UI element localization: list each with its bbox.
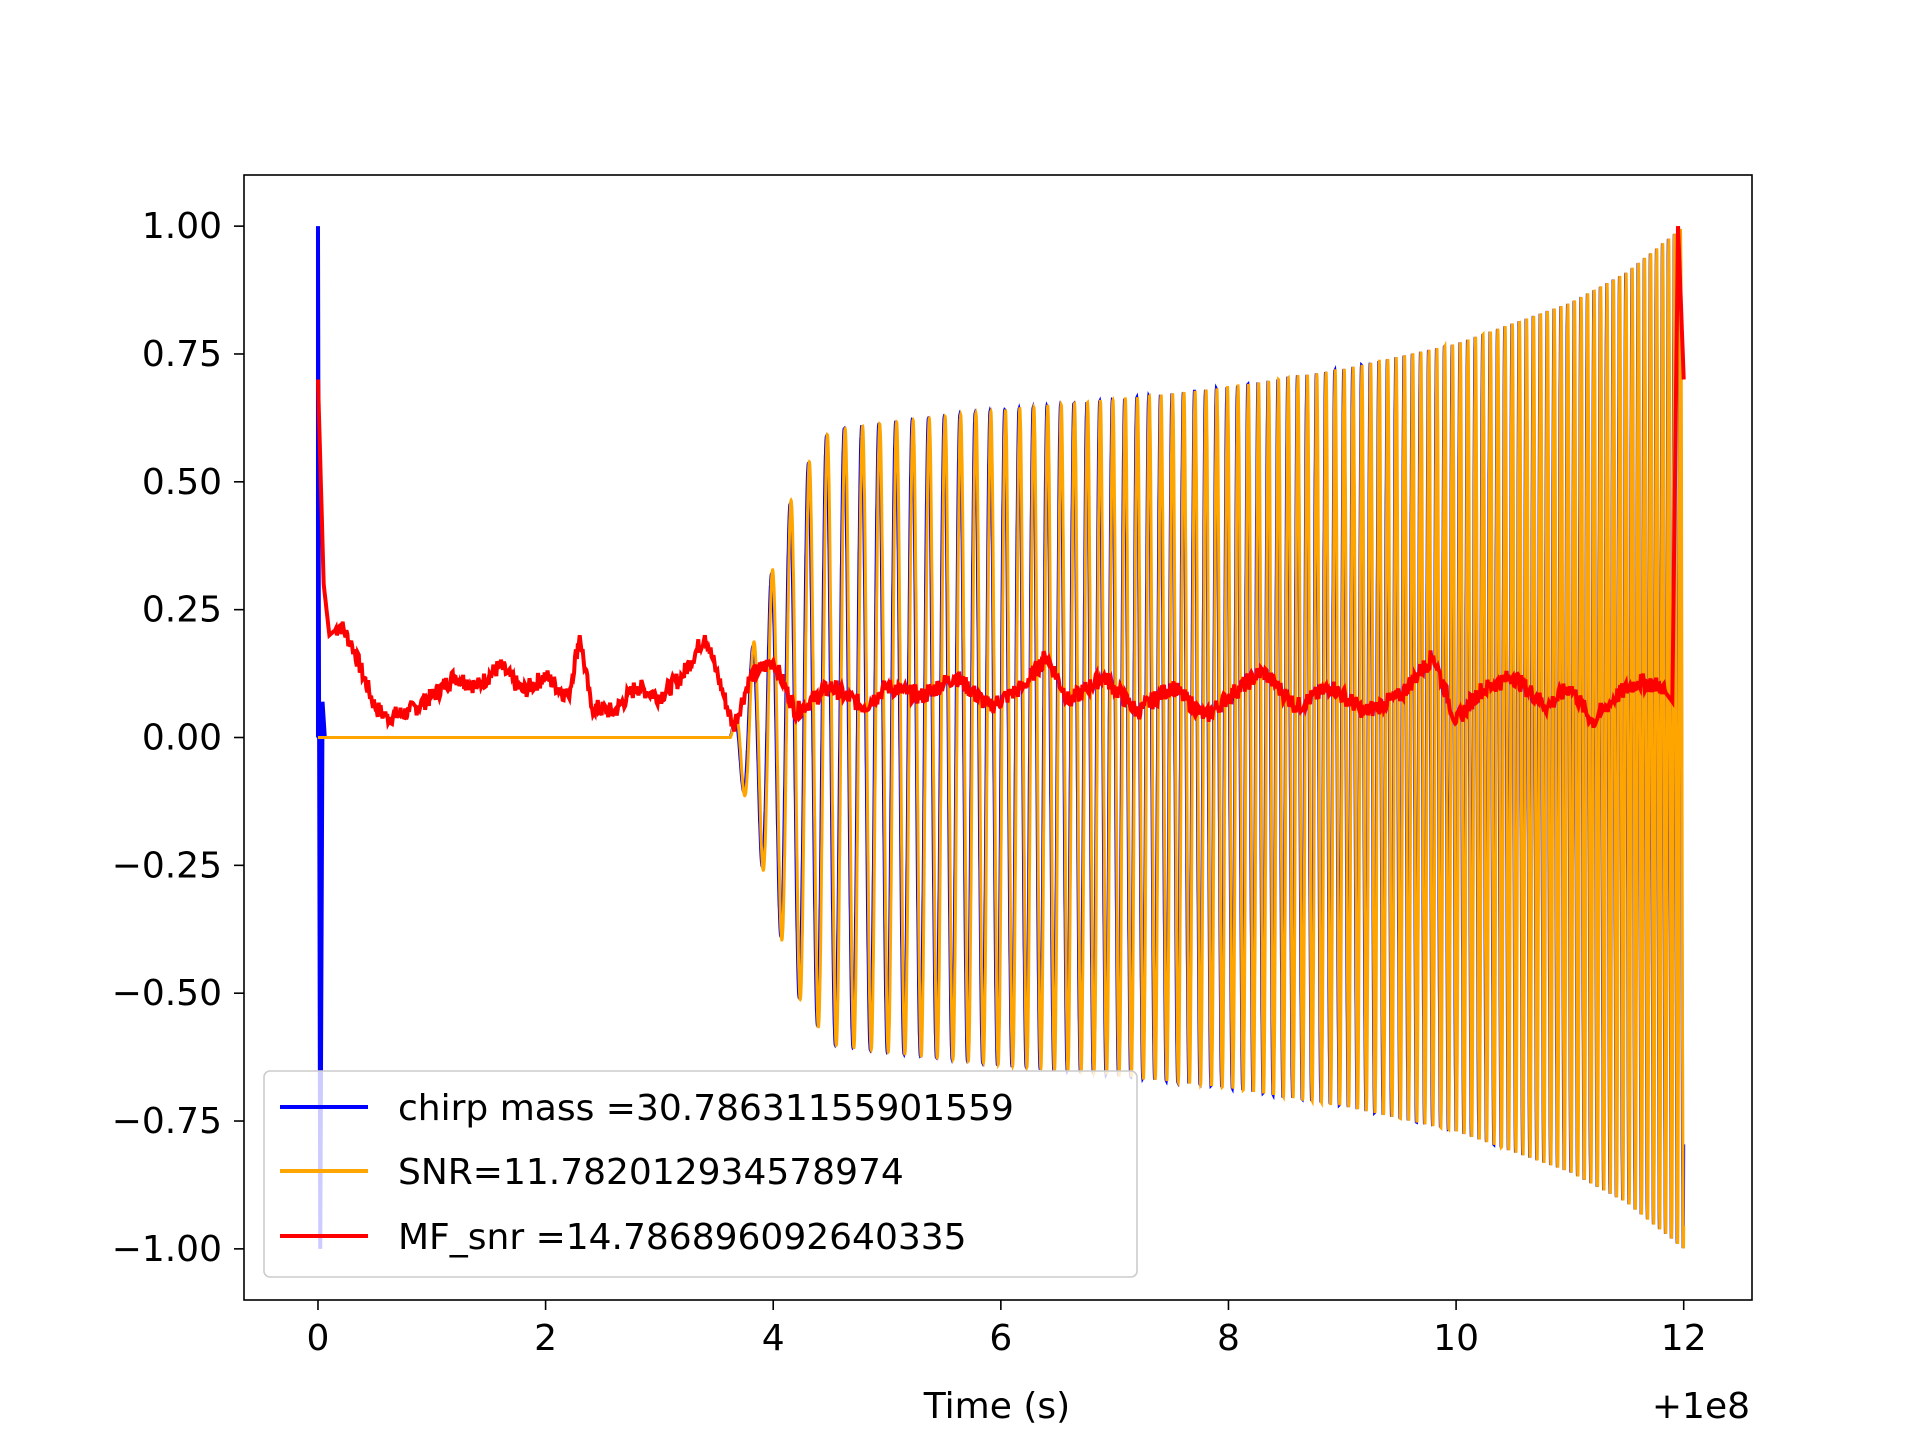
legend-label-chirp-mass: chirp mass =30.78631155901559 — [398, 1088, 1014, 1129]
y-tick-label: 0.25 — [142, 590, 222, 631]
x-axis-offset-label: +1e8 — [1652, 1386, 1750, 1427]
legend-label-mf-snr: MF_snr =14.786896092640335 — [398, 1217, 967, 1258]
y-tick-label: −1.00 — [112, 1229, 222, 1270]
x-tick-label: 0 — [307, 1318, 330, 1359]
y-tick-label: −0.75 — [112, 1101, 222, 1142]
y-tick-label: 0.50 — [142, 462, 222, 503]
series-snr-line — [318, 228, 1686, 1249]
legend: chirp mass =30.78631155901559 SNR=11.782… — [263, 1070, 1138, 1278]
x-tick-label: 4 — [762, 1318, 785, 1359]
series-mf-snr-line — [316, 226, 1686, 732]
x-tick-label: 2 — [534, 1318, 557, 1359]
x-axis-label: Time (s) — [923, 1386, 1070, 1427]
series-layer — [315, 226, 1686, 1249]
legend-box — [263, 1070, 1138, 1278]
y-tick-label: −0.25 — [112, 845, 222, 886]
legend-label-snr: SNR=11.782012934578974 — [398, 1152, 904, 1193]
y-tick-label: 1.00 — [142, 206, 222, 247]
y-tick-label: −0.50 — [112, 973, 222, 1014]
x-axis: 0 2 4 6 8 10 12 — [307, 1300, 1707, 1359]
y-tick-label: 0.00 — [142, 718, 222, 759]
x-tick-label: 8 — [1217, 1318, 1240, 1359]
y-axis: 1.00 0.75 0.50 0.25 0.00 −0.25 −0.50 −0.75 −1.00 — [112, 206, 244, 1270]
x-tick-label: 10 — [1433, 1318, 1479, 1359]
x-tick-label: 6 — [989, 1318, 1012, 1359]
x-tick-label: 12 — [1661, 1318, 1707, 1359]
y-tick-label: 0.75 — [142, 334, 222, 375]
